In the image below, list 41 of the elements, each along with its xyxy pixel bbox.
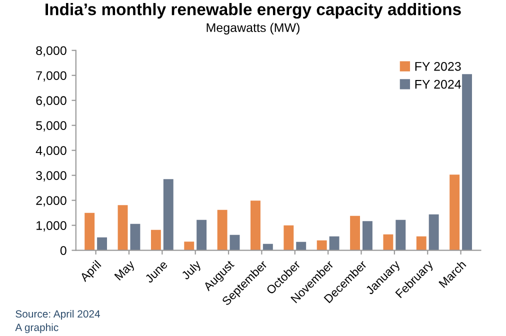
bar bbox=[416, 236, 426, 250]
bar bbox=[450, 174, 460, 250]
x-tick-label: July bbox=[180, 259, 204, 282]
x-tick-label: May bbox=[114, 260, 137, 282]
bar bbox=[329, 236, 340, 250]
bar bbox=[97, 237, 108, 250]
bar bbox=[196, 220, 207, 250]
bar bbox=[230, 234, 240, 250]
y-tick-label: 0 bbox=[60, 246, 66, 255]
bar bbox=[217, 210, 228, 250]
y-tick-label: 6,000 bbox=[36, 96, 66, 107]
bar bbox=[316, 240, 327, 250]
bar bbox=[284, 225, 294, 250]
bar bbox=[350, 216, 360, 250]
chart-title: India’s monthly renewable energy capacity additions bbox=[46, 3, 461, 19]
bar bbox=[150, 230, 161, 250]
bar bbox=[296, 242, 306, 250]
y-tick-label: 5,000 bbox=[36, 121, 66, 132]
bar bbox=[428, 214, 439, 250]
bar bbox=[262, 244, 273, 250]
bar bbox=[184, 242, 194, 250]
source-note: Source: April 2024 bbox=[16, 310, 100, 320]
bar bbox=[84, 212, 95, 250]
y-tick-label: 4,000 bbox=[36, 146, 66, 156]
y-tick-label: 2,000 bbox=[36, 196, 66, 206]
bar bbox=[383, 234, 394, 250]
bar bbox=[130, 224, 140, 250]
bar bbox=[250, 200, 260, 250]
y-tick-label: 3,000 bbox=[36, 171, 66, 182]
bar bbox=[396, 220, 406, 250]
y-tick-label: 1,000 bbox=[36, 221, 66, 232]
legend-label: FY 2024 bbox=[415, 80, 461, 89]
text: A graphic bbox=[15, 323, 58, 334]
bar bbox=[362, 221, 372, 250]
bar bbox=[462, 74, 472, 250]
chart-subtitle: Megawatts (MW) bbox=[206, 22, 300, 35]
y-tick-label: 8,000 bbox=[36, 46, 66, 57]
bar bbox=[163, 179, 174, 250]
bar bbox=[118, 205, 128, 250]
legend-label: FY 2023 bbox=[415, 62, 461, 71]
y-tick-label: 7,000 bbox=[36, 71, 66, 82]
